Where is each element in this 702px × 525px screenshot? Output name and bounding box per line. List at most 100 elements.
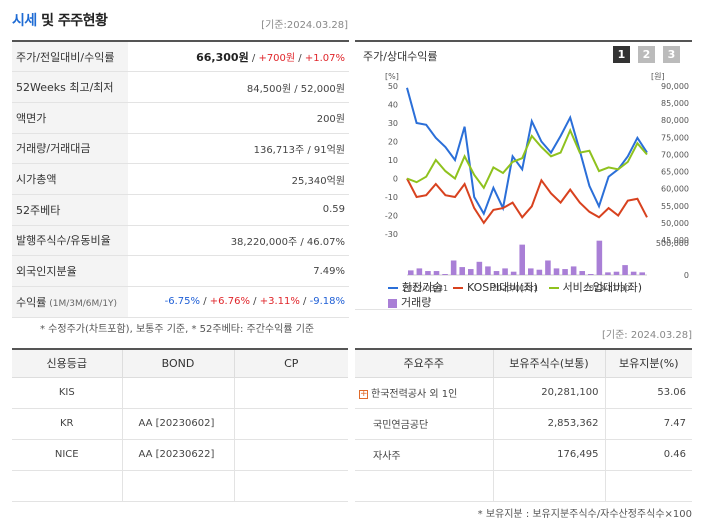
- table-row: 액면가 200원: [12, 102, 349, 134]
- volume-bar: [528, 268, 534, 275]
- left-tick-label: 40: [388, 101, 398, 110]
- volume-bar: [416, 268, 423, 275]
- left-tick-label: -20: [385, 212, 398, 221]
- row-label: 52주베타: [12, 194, 128, 226]
- legend-item: 한전기술: [388, 281, 442, 294]
- cp-cell: [234, 439, 348, 471]
- x-tick-label: 2022/03/31: [402, 284, 448, 293]
- left-axis-unit: [%]: [385, 72, 399, 81]
- row-value: 7.49%: [128, 255, 349, 287]
- quote-table: 주가/전일대비/수익률 66,300원 / +700원 / +1.07% 52W…: [12, 40, 349, 318]
- chart-title: 주가/상대수익률: [363, 50, 438, 63]
- volume-bar: [510, 271, 517, 275]
- volume-tick-label: 500,000: [656, 239, 689, 248]
- price-change: +700원: [258, 52, 296, 64]
- chart-svg: [%] [원] 50 40 30 20 10 0 -10 -20 -30 90,000 85,000 80…: [385, 72, 689, 293]
- chart-page-1-button[interactable]: 1: [613, 46, 630, 63]
- agency-cell: NICE: [12, 439, 123, 471]
- right-tick-label: 55,000: [661, 202, 689, 211]
- expand-plus-icon[interactable]: +: [359, 388, 368, 399]
- shares-cell: 2,853,362: [493, 408, 606, 440]
- chart-panel: 주가/상대수익률 1 2 3 [%] [원] 50 40 30 20 10 0 -10 -20 -3…: [355, 40, 692, 310]
- table-row: 거래량/거래대금 136,713주 / 91억원: [12, 133, 349, 165]
- volume-bar: [579, 271, 585, 275]
- volume-bar: [450, 260, 457, 275]
- left-tick-label: 30: [388, 119, 398, 128]
- column-header: 주요주주: [355, 348, 494, 378]
- volume-bar: [502, 268, 508, 275]
- table-header-row: 신용등급 BOND CP: [12, 348, 348, 378]
- pct-cell: [605, 470, 692, 502]
- table-row: 수익률 (1M/3M/6M/1Y) -6.75% / +6.76% / +3.1…: [12, 286, 349, 318]
- agency-cell: [12, 470, 123, 502]
- table-row: 발행주식수/유동비율 38,220,000주 / 46.07%: [12, 225, 349, 257]
- shares-cell: 20,281,100: [493, 377, 606, 409]
- table-row: 시가총액 25,340억원: [12, 163, 349, 195]
- shares-cell: 176,495: [493, 439, 606, 471]
- cp-cell: [234, 470, 348, 502]
- pct-cell: 7.47: [605, 408, 692, 440]
- right-tick-label: 70,000: [661, 150, 689, 159]
- volume-bar: [536, 269, 543, 275]
- table-row: NICE AA [20230622]: [12, 439, 348, 471]
- reference-date: [기준:2024.03.28]: [261, 20, 348, 31]
- volume-bar: [545, 260, 551, 275]
- row-label: 거래량/거래대금: [12, 133, 128, 165]
- holder-name-cell: [355, 470, 494, 502]
- table-row: 52Weeks 최고/최저 84,500원 / 52,000원: [12, 71, 349, 103]
- table-row: KR AA [20230602]: [12, 408, 348, 440]
- right-tick-label: 60,000: [661, 185, 689, 194]
- table-row: [12, 470, 348, 502]
- row-value: 0.59: [128, 194, 349, 226]
- column-header: 신용등급: [12, 348, 123, 378]
- left-tick-label: 0: [393, 175, 398, 184]
- series-line-1: [406, 87, 648, 217]
- legend-swatch: [548, 287, 559, 289]
- major-shareholders-table: 주요주주 보유주식수(보통) 보유지분(%) + 한국전력공사 외 1인 20,2…: [355, 348, 692, 502]
- volume-bar: [596, 240, 603, 275]
- row-value: 25,340억원: [128, 163, 349, 195]
- table-row: 국민연금공단 2,853,362 7.47: [355, 408, 692, 440]
- row-value: 84,500원 / 52,000원: [128, 71, 349, 103]
- chart-legend: 한전기술 KOSPI대비(좌) 서비스업대비(좌): [388, 279, 642, 295]
- bond-cell: [122, 470, 235, 502]
- row-label: 외국인지분율: [12, 255, 128, 287]
- right-tick-label: 50,000: [661, 219, 689, 228]
- holder-name-cell: + 한국전력공사 외 1인: [355, 377, 494, 409]
- left-tick-label: -30: [385, 230, 398, 239]
- price-rate: +1.07%: [304, 52, 345, 64]
- left-tick-label: 20: [388, 138, 398, 147]
- column-header: 보유지분(%): [605, 348, 692, 378]
- volume-bar: [630, 271, 637, 275]
- table-row: [355, 470, 692, 502]
- cp-cell: [234, 377, 348, 409]
- volume-bar: [476, 261, 483, 275]
- volume-bar: [442, 274, 448, 275]
- right-tick-label: 45,000: [661, 236, 689, 245]
- returns-value: -6.75% / +6.76% / +3.11% / -9.18%: [128, 286, 349, 318]
- volume-bar: [425, 271, 431, 275]
- x-tick-label: 2023/01/31: [492, 284, 538, 293]
- right-tick-label: 65,000: [661, 168, 689, 177]
- section-title: 시세 및 주주현황: [12, 10, 108, 30]
- volume-bar: [433, 271, 440, 275]
- volume-tick-label: 0: [684, 271, 689, 280]
- quote-footnote: * 수정주가(차트포함), 보통주 기준, * 52주베타: 주간수익률 기준: [40, 324, 315, 335]
- row-label: 52Weeks 최고/최저: [12, 71, 128, 103]
- shares-cell: [493, 470, 606, 502]
- table-row: KIS: [12, 377, 348, 409]
- legend-item: 거래량: [388, 294, 431, 310]
- column-header: BOND: [122, 348, 235, 378]
- right-tick-label: 80,000: [661, 116, 689, 125]
- holders-footnote: * 보유지분 : 보유지분주식수/자수산정주식수×100: [477, 509, 692, 520]
- legend-item: KOSPI대비(좌): [452, 281, 538, 294]
- table-row: 주가/전일대비/수익률 66,300원 / +700원 / +1.07%: [12, 40, 349, 73]
- volume-bar: [468, 269, 474, 275]
- volume-bar: [639, 272, 645, 275]
- cp-cell: [234, 408, 348, 440]
- series-line-3: [406, 127, 648, 190]
- volume-bar: [485, 266, 491, 275]
- bond-cell: AA [20230622]: [122, 439, 235, 471]
- chart-page-2-button[interactable]: 2: [638, 46, 655, 63]
- chart-page-3-button[interactable]: 3: [663, 46, 680, 63]
